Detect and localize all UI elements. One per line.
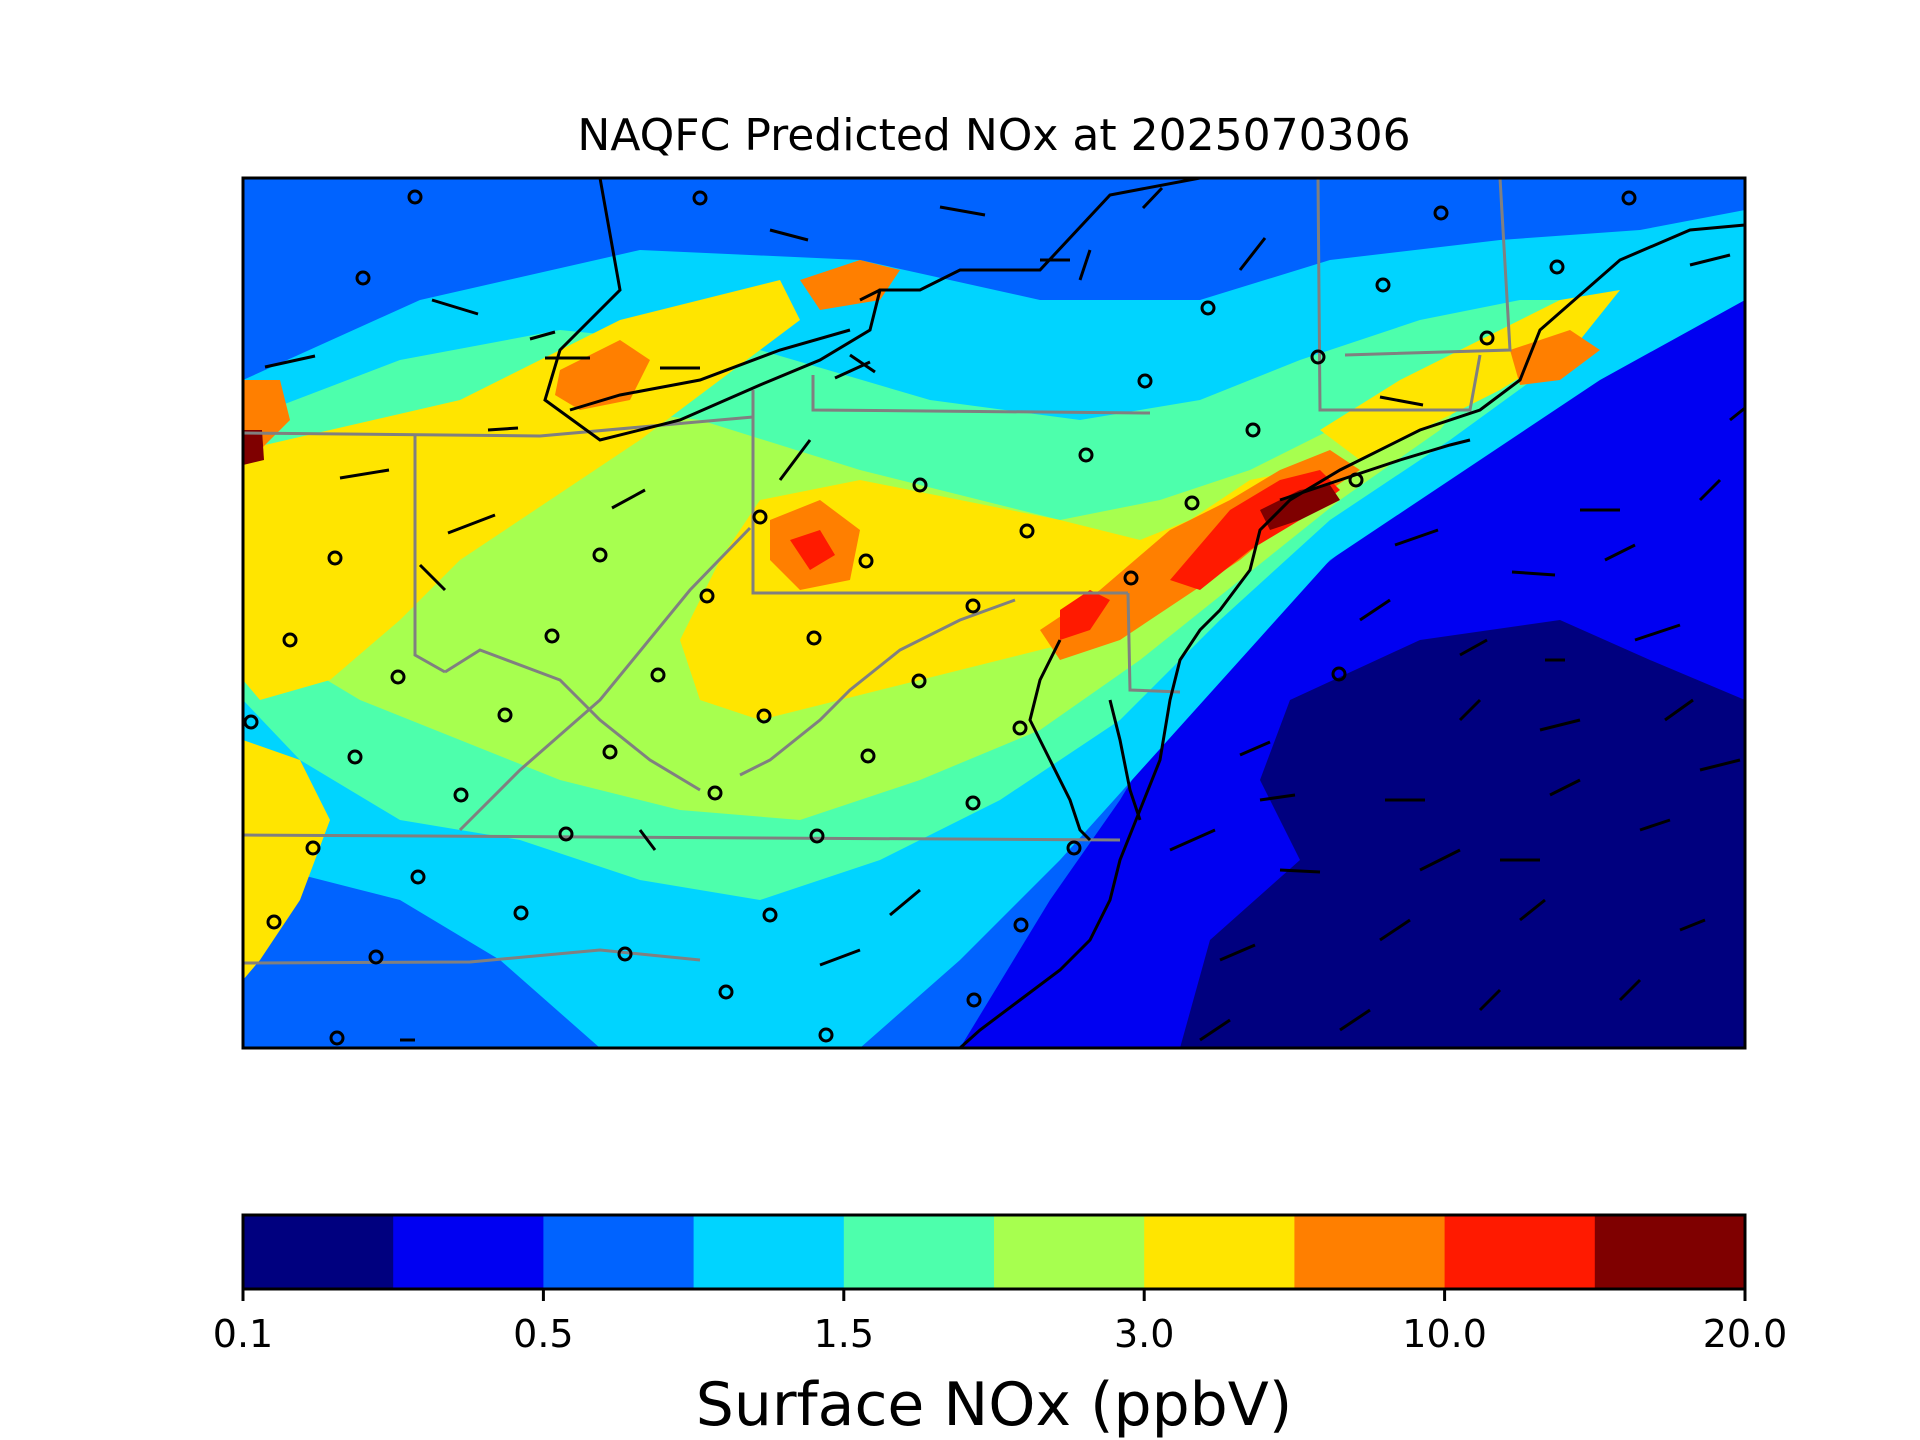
darkred-west [243, 430, 264, 465]
colorbar-segment [393, 1215, 544, 1289]
map-frame [241, 176, 1747, 1050]
colorbar-tick-label: 1.5 [814, 1312, 874, 1356]
colorbar: 0.1 0.5 1.5 3.0 10.0 20.0 Surface NOx (ppbV) [213, 1213, 1788, 1440]
colorbar-segment [1444, 1215, 1596, 1289]
yellow-band-3 [1320, 290, 1620, 460]
boundaries [243, 178, 1745, 1048]
red-baltimore [1060, 590, 1110, 640]
yellow-west [243, 740, 330, 980]
colorbar-tick-label: 0.1 [213, 1312, 273, 1356]
colorbar-segment [1144, 1215, 1295, 1289]
colorbar-segment [243, 1215, 394, 1289]
colorbar-segment [843, 1215, 995, 1289]
darkred-nyc [1260, 485, 1340, 530]
colorbar-tick-label: 3.0 [1114, 1312, 1174, 1356]
colorbar-label: Surface NOx (ppbV) [696, 1370, 1292, 1440]
colorbar-segment [1294, 1215, 1446, 1289]
colorbar-tick-label: 20.0 [1703, 1312, 1788, 1356]
colorbar-segment [543, 1215, 695, 1289]
state-lines [243, 178, 1512, 965]
colorbar-ticks: 0.1 0.5 1.5 3.0 10.0 20.0 [213, 1289, 1788, 1356]
colorbar-tick-label: 0.5 [513, 1312, 573, 1356]
colorbar-segment [1594, 1215, 1746, 1289]
offshore-low-nox [1180, 620, 1745, 1048]
coastlines [543, 178, 1745, 1048]
colorbar-segment [994, 1215, 1145, 1289]
map-panel [241, 176, 1747, 1050]
red-pittsburgh [790, 530, 835, 570]
chart-title: NAQFC Predicted NOx at 2025070306 [577, 110, 1410, 161]
station-markers [243, 189, 1637, 1046]
orange-rochester [800, 260, 900, 310]
orange-boston [1510, 330, 1600, 385]
colorbar-segments [243, 1215, 1746, 1289]
colorbar-tick-label: 10.0 [1402, 1312, 1487, 1356]
colorbar-frame [241, 1213, 1747, 1291]
colorbar-segment [693, 1215, 845, 1289]
yellow-band [243, 280, 800, 700]
wind-barbs [264, 186, 1745, 1042]
